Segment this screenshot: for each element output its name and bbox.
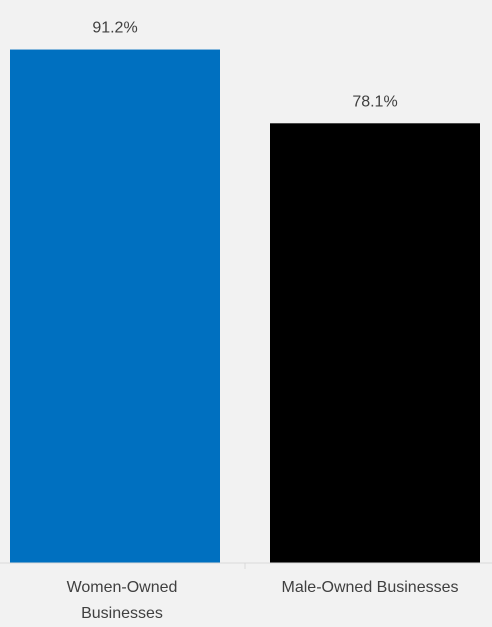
bar-1	[10, 49, 220, 563]
category-label-1-line-1: Women-Owned	[67, 579, 178, 596]
value-label-2: 78.1%	[352, 93, 397, 110]
bars-layer	[10, 49, 480, 563]
value-label-1: 91.2%	[92, 20, 137, 37]
category-label-1-line-2: Businesses	[81, 605, 163, 622]
category-labels-layer: Women-Owned Businesses Male-Owned Business…	[67, 579, 459, 622]
bar-2	[270, 123, 480, 563]
value-labels-layer: 91.2% 78.1%	[92, 20, 397, 111]
category-label-2: Male-Owned Businesses	[282, 579, 459, 596]
